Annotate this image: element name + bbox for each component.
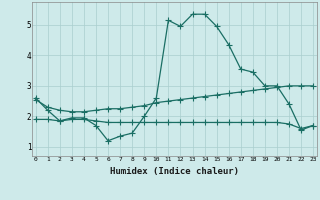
X-axis label: Humidex (Indice chaleur): Humidex (Indice chaleur) bbox=[110, 167, 239, 176]
